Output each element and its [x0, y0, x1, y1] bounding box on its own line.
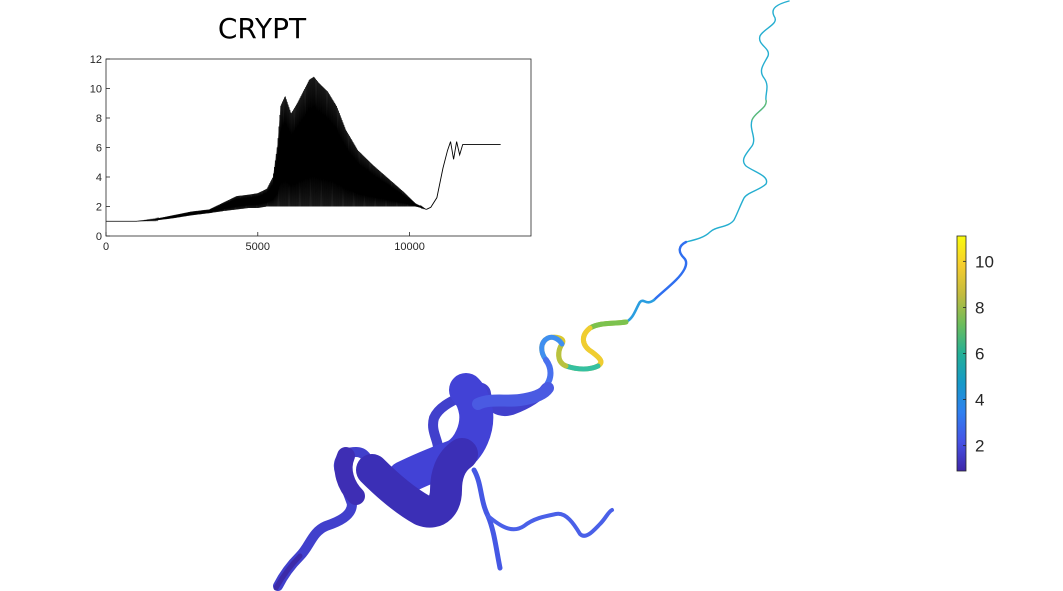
y-tick-label: 8	[96, 113, 102, 125]
colorbar: 2 4 6 8 10	[956, 235, 994, 472]
river-upper-highlight	[751, 99, 767, 121]
series-oscillation-line	[106, 76, 427, 222]
colorbar-tick-label: 8	[975, 298, 984, 317]
river-meander-a	[587, 319, 629, 331]
y-tick-label: 6	[96, 143, 102, 155]
estuary-neck	[472, 382, 554, 410]
colorbar-tick-label: 10	[975, 252, 994, 271]
x-tick-label: 10000	[394, 241, 425, 253]
y-tick-label: 0	[96, 231, 102, 243]
colorbar-ticks: 2 4 6 8 10	[963, 252, 994, 456]
estuary-lower-body	[356, 438, 478, 528]
tributary-south	[471, 467, 503, 571]
y-tick-label: 4	[96, 172, 102, 184]
river-meander-c	[563, 363, 601, 372]
plot-area	[106, 76, 501, 222]
y-tick-label: 10	[90, 84, 102, 96]
x-tick-label: 5000	[246, 241, 270, 253]
colorbar-tick-label: 2	[975, 437, 984, 456]
x-tick-label: 0	[103, 241, 109, 253]
estuary-upper-body	[387, 373, 494, 495]
line-chart: CRYPT 0 5000 10000 0 2 4 6 8 10 12	[90, 12, 532, 253]
estuary-outlet	[273, 553, 303, 591]
y-axis: 0 2 4 6 8 10 12	[90, 54, 110, 243]
x-axis: 0 5000 10000	[103, 232, 425, 253]
colorbar-tick-label: 6	[975, 345, 984, 364]
colorbar-tick-label: 4	[975, 391, 984, 410]
y-tick-label: 2	[96, 202, 102, 214]
river-mid-channel-2	[624, 298, 656, 324]
river-meander-d	[556, 341, 569, 369]
river-depth-map	[273, 0, 790, 591]
river-meander-e	[539, 334, 565, 363]
river-meander-b	[581, 325, 604, 369]
river-mid-channel	[652, 240, 688, 302]
y-tick-label: 12	[90, 54, 102, 66]
series-tail-line	[426, 141, 501, 210]
river-upper-channel	[625, 0, 790, 323]
tributary-east	[486, 508, 614, 538]
estuary-west-lobe	[334, 447, 365, 505]
chart-title: CRYPT	[218, 12, 307, 45]
